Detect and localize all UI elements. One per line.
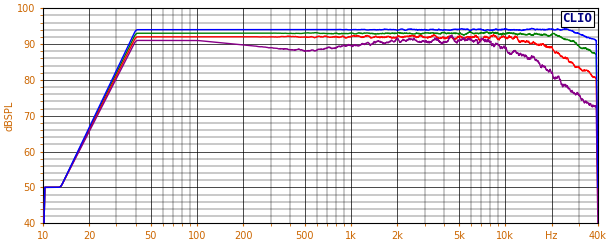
Text: CLIO: CLIO xyxy=(562,12,592,25)
Y-axis label: dBSPL: dBSPL xyxy=(4,100,14,131)
